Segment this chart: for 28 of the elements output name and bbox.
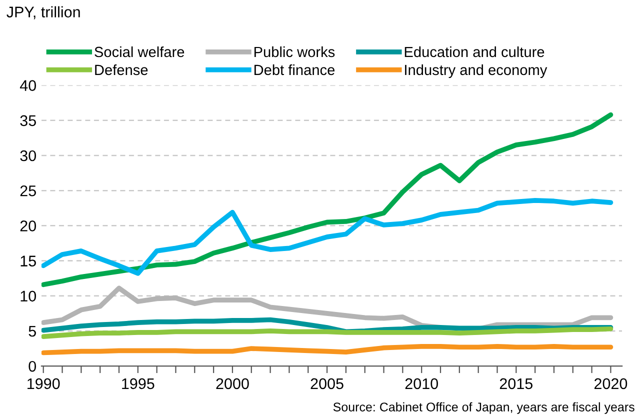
legend-label: Social welfare [94,46,184,58]
y-tick-label: 20 [20,220,36,232]
x-tick-label: 1990 [28,378,60,390]
x-tick-label: 2015 [500,378,532,390]
x-tick-label: 2020 [594,378,628,390]
y-tick-label: 15 [20,256,36,266]
y-tick-label: 30 [20,150,36,162]
x-tick-label: 2000 [216,378,249,390]
legend-label: Industry and economy [405,64,548,78]
legend-label: Debt finance [254,64,335,76]
y-tick-label: 10 [20,290,36,302]
source-note: Source: Cabinet Office of Japan, years are fiscal years [333,402,634,414]
y-tick-label: 40 [20,80,36,91]
line-series [41,198,614,276]
line-series [41,112,614,288]
legend-label: Public works [254,46,335,58]
y-tick-label: 5 [28,326,36,337]
x-tick-label: 2010 [405,378,438,390]
y-axis-title: JPY, trillion [6,6,80,20]
y-tick-label: 0 [28,360,36,372]
line-series [41,344,614,356]
legend-label: Education and culture [404,46,544,58]
legend-label: Defense [95,64,148,76]
y-tick-label: 35 [20,115,36,126]
x-tick-label: 1995 [122,378,154,390]
line-series [41,326,614,340]
x-tick-label: 2005 [310,378,344,390]
y-tick-label: 25 [20,185,36,196]
